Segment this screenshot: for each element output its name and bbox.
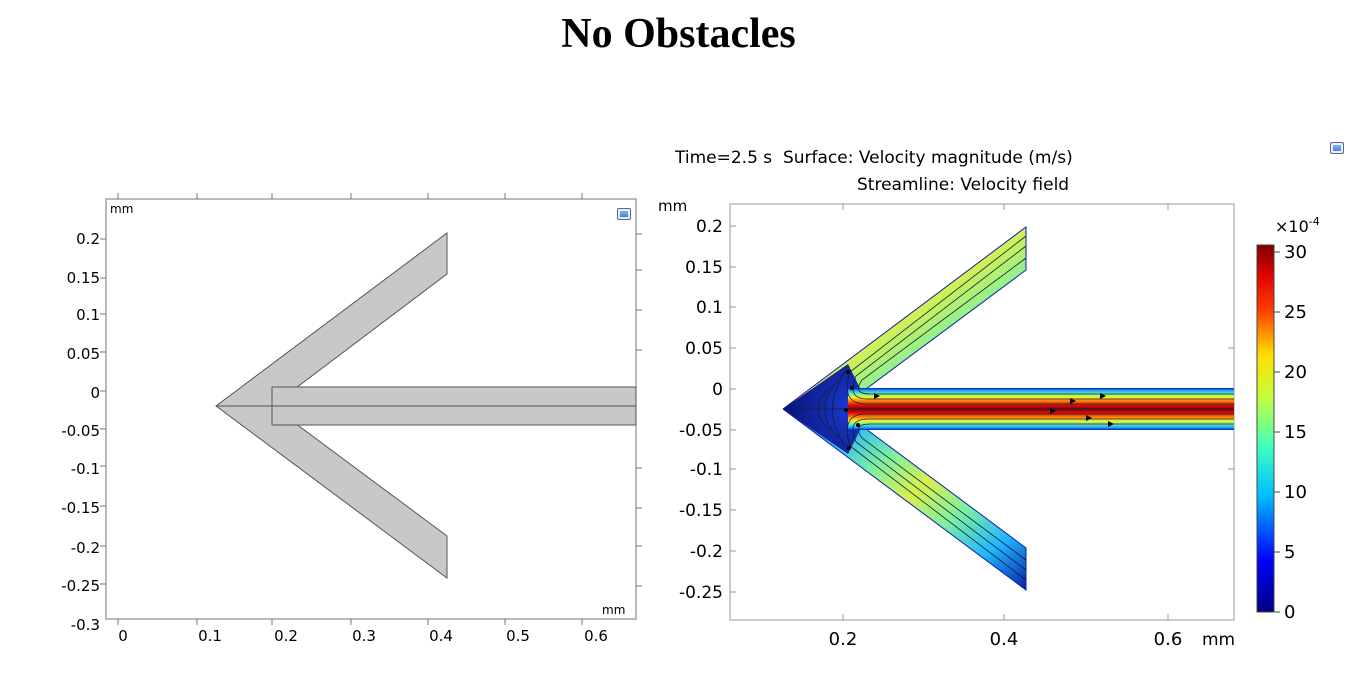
geometry-y-tick-marks <box>100 193 642 625</box>
geometry-y-tick-label: -0.15 <box>61 499 100 517</box>
geometry-x-tick-label: 0.1 <box>198 627 222 645</box>
page-title: No Obstacles <box>561 11 796 57</box>
velocity-y-tick-label: -0.1 <box>690 460 723 480</box>
velocity-x-tick-label: 0.4 <box>990 629 1019 650</box>
geometry-unit-bottom: mm <box>602 603 625 617</box>
velocity-y-tick-label: -0.2 <box>690 542 723 562</box>
geometry-y-tick-label: 0.1 <box>76 306 100 324</box>
colorbar-tick-label: 10 <box>1284 482 1307 503</box>
velocity-y-tick-label: -0.05 <box>679 421 723 441</box>
geometry-x-tick-label: 0.5 <box>506 627 530 645</box>
colorbar-exponent-base: ×10 <box>1275 217 1309 236</box>
velocity-y-tick-label: -0.25 <box>679 583 723 603</box>
velocity-unit-x: mm <box>1202 630 1235 650</box>
geometry-y-tick-label: -0.05 <box>61 422 100 440</box>
streamlines <box>800 235 1234 581</box>
geometry-y-tick-label: -0.3 <box>71 616 100 634</box>
colorbar <box>1256 244 1275 613</box>
velocity-header-line2: Streamline: Velocity field <box>857 175 1069 195</box>
geometry-y-tick-label: 0 <box>90 384 100 402</box>
colorbar-tick-label: 25 <box>1284 302 1307 323</box>
colorbar-tick-label: 5 <box>1284 542 1295 563</box>
velocity-header-line1: Time=2.5 s Surface: Velocity magnitude (… <box>674 148 1073 168</box>
geometry-y-tick-labels: 0.2 0.15 0.1 0.05 0 -0.05 -0.1 -0.15 -0.… <box>61 230 100 634</box>
velocity-y-tick-label: 0.1 <box>696 298 723 318</box>
velocity-x-tick-label: 0.2 <box>829 629 858 650</box>
velocity-unit-y: mm <box>658 197 687 215</box>
geometry-unit-top: mm <box>110 202 133 216</box>
geometry-y-tick-label: 0.2 <box>76 230 100 248</box>
velocity-y-tick-label: 0.2 <box>696 217 723 237</box>
velocity-y-tick-label: -0.15 <box>679 501 723 521</box>
velocity-y-tick-labels: 0.2 0.15 0.1 0.05 0 -0.05 -0.1 -0.15 -0.… <box>679 217 723 603</box>
geometry-x-tick-label: 0.4 <box>429 627 453 645</box>
colorbar-tick-label: 0 <box>1284 602 1295 623</box>
colorbar-tick-marks <box>1274 251 1280 613</box>
colorbar-tick-labels: 30 25 20 15 10 5 0 <box>1284 242 1307 623</box>
geometry-x-tick-label: 0.6 <box>584 627 608 645</box>
geometry-x-tick-label: 0 <box>118 627 128 645</box>
geometry-y-tick-label: 0.15 <box>67 269 100 287</box>
colorbar-exponent: ×10-4 <box>1275 215 1320 236</box>
velocity-y-tick-label: 0 <box>712 380 723 400</box>
geometry-x-tick-labels: 0 0.1 0.2 0.3 0.4 0.5 0.6 <box>118 627 608 645</box>
geometry-x-tick-label: 0.2 <box>274 627 298 645</box>
velocity-tick-marks <box>730 204 1234 620</box>
colorbar-tick-label: 15 <box>1284 422 1307 443</box>
plot-toolbar-icon[interactable] <box>617 208 631 220</box>
velocity-x-tick-label: 0.6 <box>1154 629 1183 650</box>
geometry-y-tick-label: -0.25 <box>61 577 100 595</box>
velocity-x-tick-labels: 0.2 0.4 0.6 <box>829 629 1183 650</box>
velocity-y-tick-label: 0.15 <box>685 258 723 278</box>
geometry-y-tick-label: -0.1 <box>71 460 100 478</box>
plot-toolbar-icon[interactable] <box>1330 142 1344 154</box>
streamline-arrows <box>844 370 1114 450</box>
geometry-y-tick-label: -0.2 <box>71 539 100 557</box>
colorbar-tick-label: 30 <box>1284 242 1307 263</box>
colorbar-tick-label: 20 <box>1284 362 1307 383</box>
velocity-y-tick-label: 0.05 <box>685 339 723 359</box>
geometry-y-tick-label: 0.05 <box>67 345 100 363</box>
colorbar-exponent-power: -4 <box>1309 215 1320 228</box>
geometry-x-tick-label: 0.3 <box>352 627 376 645</box>
